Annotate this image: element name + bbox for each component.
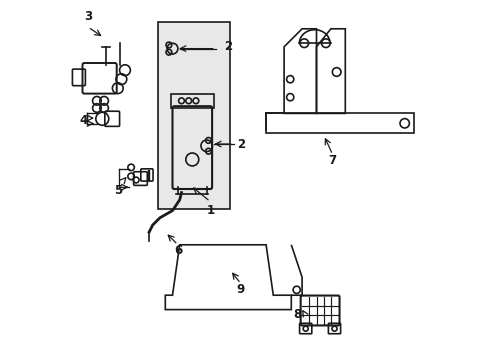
Text: 1: 1 (206, 204, 214, 217)
Polygon shape (158, 22, 230, 209)
Text: 5: 5 (113, 184, 122, 197)
Text: 2: 2 (236, 138, 244, 150)
Text: 4: 4 (79, 114, 87, 127)
Text: 8: 8 (293, 308, 301, 321)
Text: 6: 6 (173, 244, 182, 257)
Text: 3: 3 (83, 10, 92, 23)
Text: 7: 7 (328, 154, 336, 167)
Text: 9: 9 (236, 283, 244, 296)
Text: 2: 2 (224, 40, 232, 53)
